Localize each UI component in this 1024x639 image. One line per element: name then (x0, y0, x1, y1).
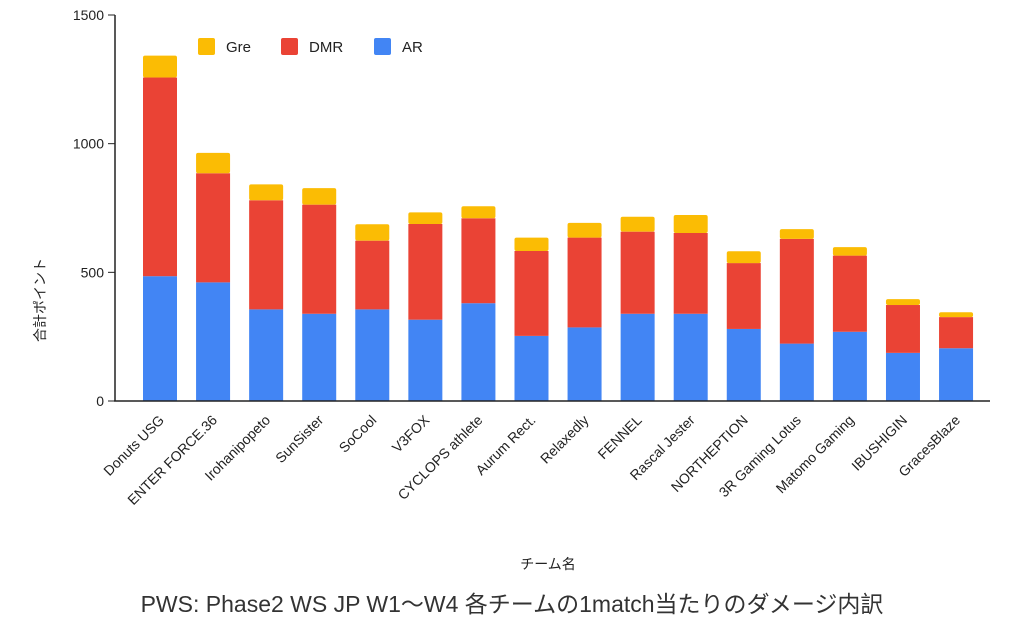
bar-dmr (620, 231, 655, 314)
bar-gre (143, 55, 177, 78)
bar-gre (620, 216, 655, 232)
bar-ar (461, 303, 496, 401)
bar-dmr (673, 232, 708, 314)
legend: Gre DMR AR (198, 38, 423, 56)
bar-ar (355, 309, 390, 401)
bar-ar (514, 335, 549, 401)
x-tick-label: SoCool (336, 412, 380, 456)
x-axis-title: チーム名 (520, 556, 576, 572)
legend-swatch-ar (374, 38, 391, 55)
bar-ar (302, 313, 337, 401)
bar-ar (196, 282, 231, 401)
bar-dmr (726, 263, 761, 329)
bar-gre (461, 206, 496, 219)
bar-ar (832, 331, 867, 401)
bar-dmr (196, 173, 231, 283)
bar-gre (832, 247, 867, 256)
legend-label-dmr: DMR (309, 39, 343, 56)
bar-gre (939, 312, 974, 318)
bar-dmr (885, 305, 920, 353)
bar-gre (249, 184, 284, 201)
bar-dmr (408, 223, 443, 320)
bar-dmr (832, 255, 867, 332)
bar-ar (567, 327, 602, 401)
bar-gre (567, 222, 602, 238)
bar-dmr (302, 204, 337, 314)
bar-ar (726, 328, 761, 401)
bar-dmr (939, 317, 974, 349)
bar-gre (514, 237, 549, 251)
x-tick-label: FENNEL (594, 412, 645, 463)
legend-label-ar: AR (402, 39, 423, 56)
y-tick-label: 1500 (73, 7, 104, 23)
bar-gre (408, 212, 443, 224)
x-tick-label: V3FOX (389, 411, 433, 455)
bar-ar (143, 276, 177, 401)
bar-dmr (249, 200, 284, 310)
bar-gre (779, 229, 814, 239)
bar-gre (355, 224, 390, 241)
bar-dmr (355, 240, 390, 310)
bar-ar (885, 352, 920, 401)
bar-ar (673, 313, 708, 401)
bar-gre (726, 251, 761, 264)
bar-dmr (779, 238, 814, 344)
bar-gre (302, 188, 337, 205)
bars-layer (143, 55, 974, 401)
bar-ar (408, 319, 443, 401)
y-tick-label: 500 (81, 264, 105, 280)
x-tick-label: Relaxedly (537, 412, 592, 467)
y-tick-label: 1000 (73, 136, 104, 152)
x-tick-label: SunSister (272, 412, 326, 466)
x-tick-label: ENTER FORCE.36 (124, 412, 220, 508)
bar-dmr (461, 218, 496, 304)
bar-gre (196, 152, 231, 174)
bar-ar (249, 309, 284, 401)
y-tick-label: 0 (96, 393, 104, 409)
legend-swatch-dmr (281, 38, 298, 55)
bar-gre (885, 299, 920, 306)
chart-title: PWS: Phase2 WS JP W1〜W4 各チームの1match当たりのダ… (141, 591, 884, 617)
bar-gre (673, 214, 708, 233)
bar-dmr (514, 250, 549, 336)
y-axis-title: 合計ポイント (32, 258, 48, 342)
bar-dmr (143, 77, 177, 277)
bar-dmr (567, 237, 602, 328)
legend-swatch-gre (198, 38, 215, 55)
legend-label-gre: Gre (226, 39, 251, 56)
bar-ar (620, 313, 655, 401)
bar-ar (939, 348, 974, 401)
bar-ar (779, 343, 814, 401)
